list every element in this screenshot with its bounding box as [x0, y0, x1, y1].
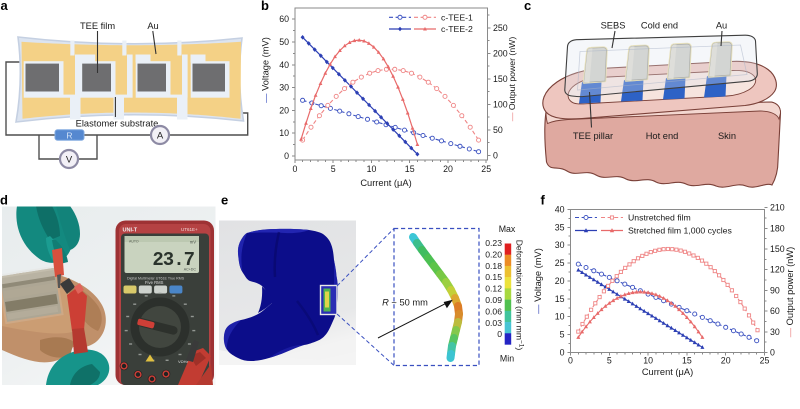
svg-text:0.06: 0.06 [485, 306, 502, 316]
svg-text:20: 20 [443, 164, 453, 174]
svg-text:VΩHz: VΩHz [178, 359, 189, 364]
svg-text:120: 120 [770, 265, 785, 275]
svg-text:e: e [221, 193, 228, 208]
svg-text:Five RMS: Five RMS [145, 280, 164, 285]
svg-text:15: 15 [555, 294, 565, 304]
svg-text:c-TEE-1: c-TEE-1 [441, 13, 473, 23]
svg-text:Current (μA): Current (μA) [642, 367, 693, 377]
svg-text:f: f [541, 193, 546, 208]
svg-text:210: 210 [770, 203, 785, 213]
svg-text:23.7: 23.7 [152, 249, 194, 271]
svg-text:150: 150 [770, 244, 785, 254]
svg-text:Current (μA): Current (μA) [360, 178, 411, 188]
svg-text:5: 5 [560, 330, 565, 340]
svg-text:30: 30 [770, 327, 780, 337]
svg-text:5: 5 [607, 356, 612, 366]
svg-text:V: V [66, 154, 73, 165]
svg-text:Max: Max [499, 224, 516, 234]
svg-text:Au: Au [716, 21, 727, 31]
svg-text:— Output power (nW): — Output power (nW) [785, 247, 795, 337]
svg-text:mV: mV [190, 240, 196, 245]
svg-text:0.09: 0.09 [485, 295, 502, 305]
svg-text:0: 0 [293, 164, 298, 174]
svg-text:SEBS: SEBS [601, 21, 626, 31]
svg-text:40: 40 [555, 204, 565, 214]
svg-text:30: 30 [279, 83, 289, 93]
svg-text:100: 100 [493, 99, 508, 109]
svg-text:Min: Min [500, 354, 514, 364]
svg-text:25: 25 [481, 164, 491, 174]
svg-text:15: 15 [682, 356, 692, 366]
svg-text:0.20: 0.20 [485, 249, 502, 259]
svg-text:Elastomer substrate: Elastomer substrate [76, 119, 159, 129]
svg-text:90: 90 [770, 285, 780, 295]
svg-text:Cold end: Cold end [641, 21, 678, 31]
svg-text:UNI-T: UNI-T [123, 228, 138, 234]
svg-text:Digital Multimeter UT61E True: Digital Multimeter UT61E True RMS [127, 277, 185, 281]
svg-text:60: 60 [279, 14, 289, 24]
svg-text:0.15: 0.15 [485, 272, 502, 282]
svg-text:20: 20 [555, 276, 565, 286]
svg-text:— Voltage (mV): — Voltage (mV) [261, 37, 271, 103]
svg-text:30: 30 [555, 240, 565, 250]
svg-text:AUTO: AUTO [129, 240, 139, 244]
svg-text:10: 10 [555, 312, 565, 322]
svg-text:60: 60 [770, 306, 780, 316]
svg-text:0.23: 0.23 [485, 238, 502, 248]
svg-text:0: 0 [568, 356, 573, 366]
svg-text:10: 10 [643, 356, 653, 366]
svg-text:R: R [66, 130, 72, 140]
svg-text:— Output power (nW): — Output power (nW) [507, 37, 517, 122]
svg-text:0.12: 0.12 [485, 284, 502, 294]
svg-text:Stretched film 1,000 cycles: Stretched film 1,000 cycles [628, 226, 732, 236]
svg-text:c-TEE-2: c-TEE-2 [441, 24, 473, 34]
svg-text:40: 40 [279, 60, 289, 70]
svg-text:50: 50 [279, 37, 289, 47]
svg-text:20: 20 [279, 105, 289, 115]
svg-text:25: 25 [555, 258, 565, 268]
svg-text:AC+DC: AC+DC [184, 268, 197, 272]
svg-text:TEE film: TEE film [80, 21, 115, 31]
svg-text:d: d [0, 193, 8, 208]
svg-text:TEE pillar: TEE pillar [573, 131, 613, 141]
svg-text:180: 180 [770, 223, 785, 233]
svg-text:Au: Au [147, 21, 158, 31]
svg-text:15: 15 [405, 164, 415, 174]
svg-text:Skin: Skin [718, 131, 736, 141]
svg-text:50: 50 [493, 125, 503, 135]
svg-text:— Voltage (mV): — Voltage (mV) [533, 248, 543, 314]
svg-text:5: 5 [331, 164, 336, 174]
svg-text:Hot end: Hot end [646, 131, 679, 141]
svg-text:0: 0 [284, 151, 289, 161]
svg-text:UT61E+: UT61E+ [181, 227, 198, 232]
svg-text:35: 35 [555, 222, 565, 232]
svg-text:c: c [524, 0, 531, 13]
svg-text:10: 10 [367, 164, 377, 174]
svg-text:0: 0 [770, 348, 775, 358]
svg-text:0: 0 [497, 329, 502, 339]
svg-text:250: 250 [493, 23, 508, 33]
svg-text:a: a [1, 0, 9, 13]
svg-text:0: 0 [493, 151, 498, 161]
svg-text:Unstretched film: Unstretched film [628, 213, 691, 223]
svg-text:20: 20 [721, 356, 731, 366]
svg-text:b: b [261, 0, 269, 13]
svg-text:0: 0 [560, 348, 565, 358]
svg-text:0.18: 0.18 [485, 261, 502, 271]
svg-text:200: 200 [493, 48, 508, 58]
svg-text:A: A [157, 130, 164, 141]
svg-text:R ~ 50 mm: R ~ 50 mm [382, 298, 428, 308]
svg-text:25: 25 [760, 356, 770, 366]
svg-text:10: 10 [279, 128, 289, 138]
svg-text:Deformation rate (mm mm−1): Deformation rate (mm mm−1) [515, 240, 526, 351]
svg-text:0.03: 0.03 [485, 318, 502, 328]
svg-text:150: 150 [493, 74, 508, 84]
